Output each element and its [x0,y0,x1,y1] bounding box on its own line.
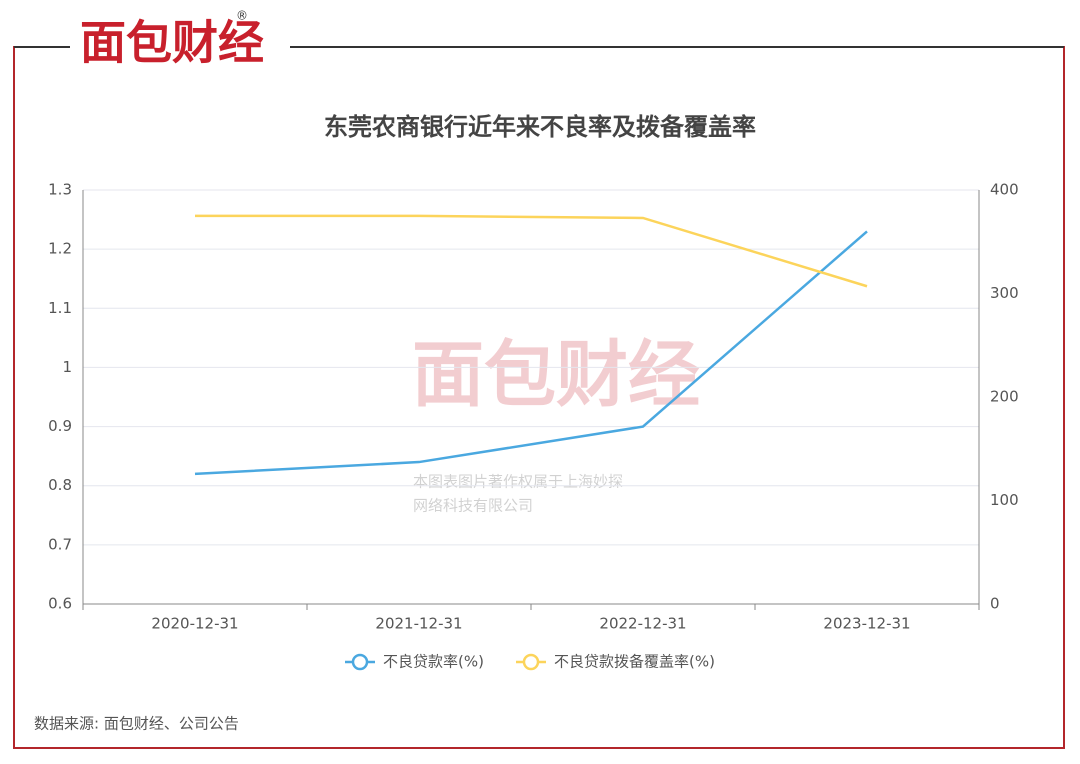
x-tick-label: 2022-12-31 [599,615,686,633]
y-tick-label: 1.2 [48,240,72,258]
chart-title: 东莞农商银行近年来不良率及拨备覆盖率 [324,113,756,141]
series-line [194,230,868,476]
watermark-text: 本图表图片著作权属于上海妙探 [413,473,623,491]
y2-tick-label: 400 [990,181,1019,199]
legend-label: 不良贷款率(%) [383,653,484,671]
y2-tick-label: 0 [990,595,1000,613]
y-tick-label: 1 [62,358,72,376]
legend-label: 不良贷款拨备覆盖率(%) [554,653,715,671]
y2-tick-label: 200 [990,388,1019,406]
logo-bg [70,14,290,76]
watermark-logo: 面包财经 [412,333,700,417]
y-tick-label: 0.7 [48,535,72,553]
watermark: 面包财经 本图表图片著作权属于上海妙探 网络科技有限公司 [412,333,700,515]
x-tick-label: 2020-12-31 [151,615,238,633]
y2-tick-label: 100 [990,491,1019,509]
y-tick-label: 0.8 [48,476,72,494]
x-tick-label: 2023-12-31 [823,615,910,633]
y-tick-label: 1.1 [48,299,72,317]
logo-mark: ® [236,9,248,23]
y-tick-label: 0.6 [48,595,72,613]
y-tick-label: 1.3 [48,181,72,199]
series-line [195,214,868,288]
x-tick-label: 2021-12-31 [375,615,462,633]
y2-tick-label: 300 [990,284,1019,302]
logo: 面包财经 [80,16,264,70]
y-tick-label: 0.9 [48,417,72,435]
legend-marker [351,653,369,671]
source: 数据来源: 面包财经、公司公告 [34,715,239,733]
legend-marker [522,653,540,671]
watermark-text: 网络科技有限公司 [413,497,533,515]
